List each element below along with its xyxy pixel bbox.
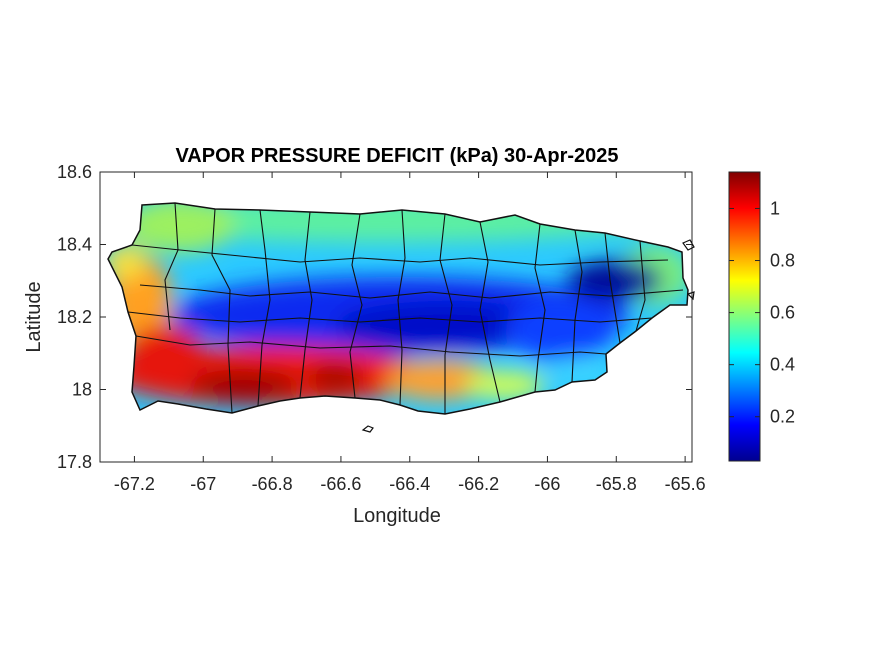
x-tick-label: -66.6 [320,474,361,494]
colorbar-tick-label: 0.8 [770,251,795,271]
colorbar-tick-label: 0.2 [770,407,795,427]
central-deep-blue [335,301,555,349]
x-tick-label: -65.6 [665,474,706,494]
x-tick-label: -66 [534,474,560,494]
colorbar-tick-label: 0.4 [770,355,795,375]
east-deep-blue [567,260,663,300]
map-title: VAPOR PRESSURE DEFICIT (kPa) 30-Apr-2025 [175,145,618,167]
vieques-fragment [682,239,695,251]
x-tick-label: -67 [190,474,216,494]
colorbar-tick-label: 1 [770,198,780,218]
y-tick-label: 18.4 [57,235,92,255]
south-dark-red-2 [307,364,363,392]
y-tick-label: 18 [72,380,92,400]
x-tick-label: -66.2 [458,474,499,494]
y-tick-label: 18.6 [57,162,92,182]
southwest-red [123,325,207,395]
y-axis: 18.6 18.4 18.2 18 17.8 [57,162,692,472]
colorbar: 1 0.8 0.6 0.4 0.2 [728,171,795,462]
y-tick-label: 17.8 [57,452,92,472]
y-axis-label: Latitude [23,281,45,352]
east-blue [505,300,615,360]
culebra-fragment [686,291,695,301]
vpd-heatmap [108,203,688,414]
x-tick-label: -66.8 [252,474,293,494]
x-tick-label: -66.4 [389,474,430,494]
colorbar-gradient [728,171,761,462]
colorbar-tick-label: 0.6 [770,303,795,323]
municipality-boundaries [127,202,684,414]
south-central-orange [385,360,495,400]
island-outline [107,202,689,415]
northwest-field [125,203,235,253]
y-tick-label: 18.2 [57,307,92,327]
x-axis: -67.2 -67 -66.8 -66.6 -66.4 -66.2 -66 -65.8 -65.… [114,172,706,494]
south-dark-red-1 [190,369,300,401]
southeast-cyan [550,358,610,382]
x-axis-label: Longitude [353,505,441,527]
south-east-yellow [465,371,545,399]
caja-de-muertos-island [361,425,374,433]
x-tick-label: -65.8 [596,474,637,494]
x-tick-label: -67.2 [114,474,155,494]
